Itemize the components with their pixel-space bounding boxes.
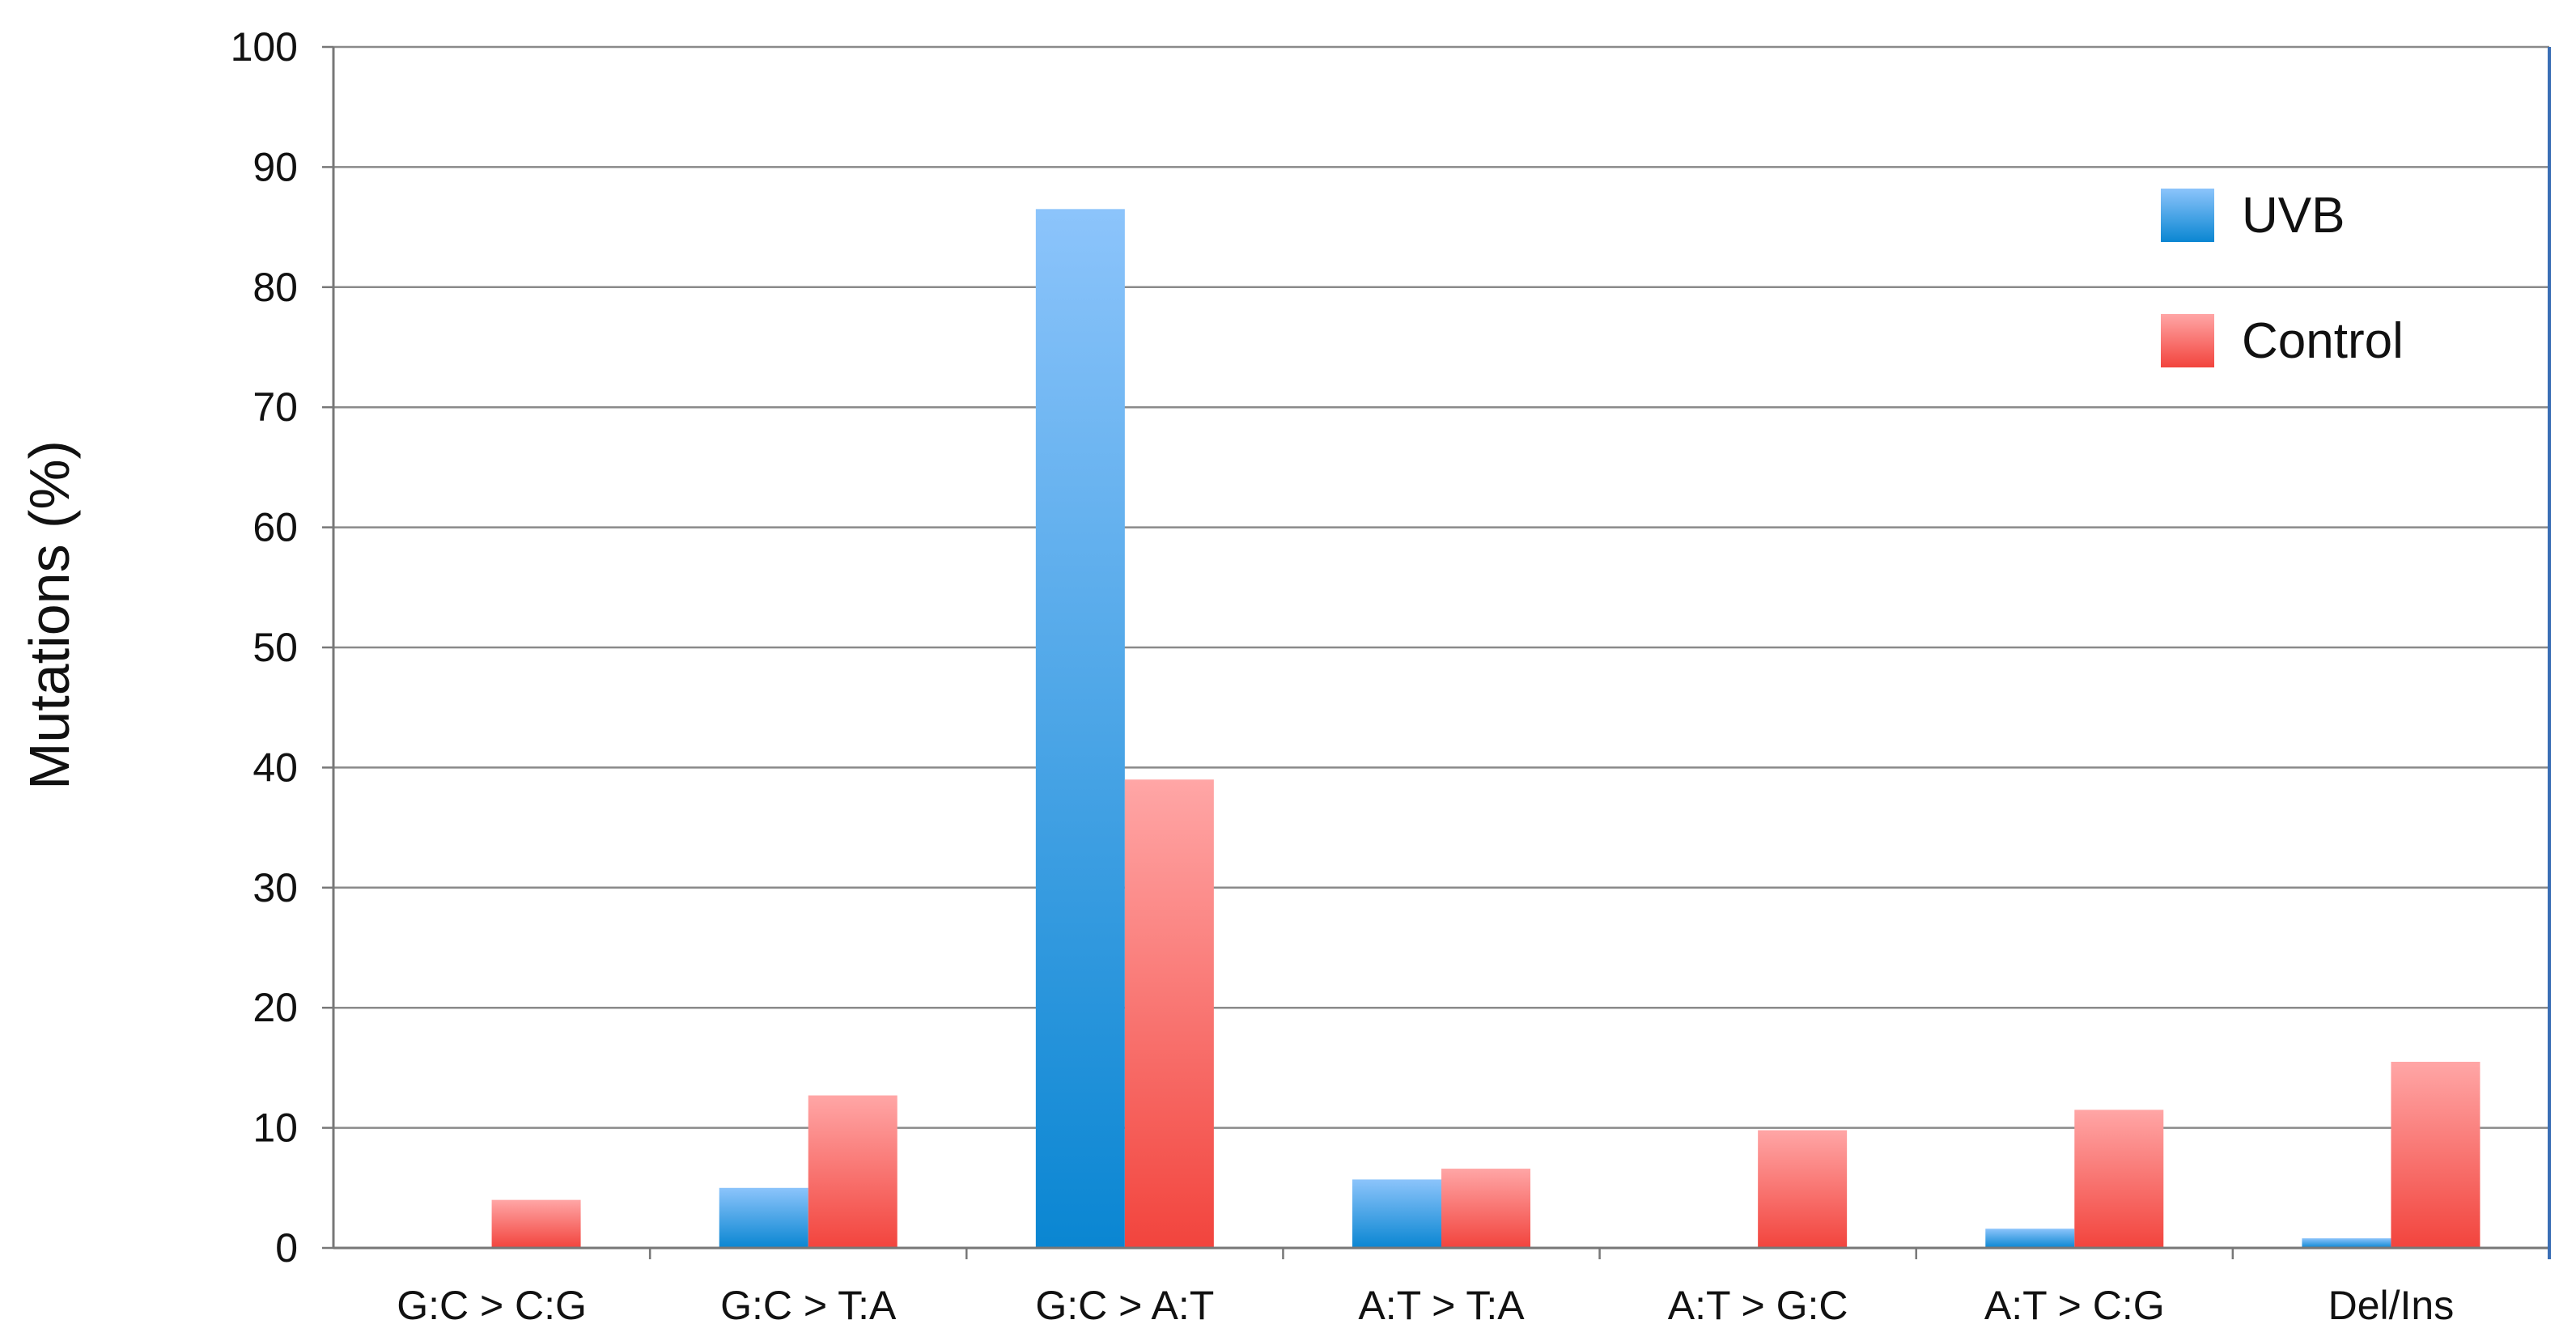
bar-control-3 — [1124, 779, 1214, 1248]
bar-uvb-3 — [1035, 209, 1125, 1249]
y-tick-label: 40 — [253, 745, 298, 790]
y-tick-label: 60 — [253, 505, 298, 550]
legend-swatch-uvb — [2161, 189, 2214, 242]
bars — [491, 209, 2481, 1249]
y-axis-ticks: 0 10 20 30 40 50 60 70 80 90 100 — [231, 24, 333, 1271]
y-tick-label: 50 — [253, 625, 298, 670]
bar-control-4 — [1441, 1169, 1530, 1248]
bar-uvb-7 — [2302, 1238, 2391, 1248]
gridlines — [333, 45, 2549, 1129]
bar-uvb-4 — [1352, 1179, 1441, 1248]
y-tick-label: 100 — [231, 24, 298, 70]
bar-uvb-6 — [1985, 1229, 2075, 1248]
bar-control-2 — [808, 1095, 898, 1248]
y-tick-label: 70 — [253, 384, 298, 430]
x-category-label: A:T > C:G — [1984, 1283, 2165, 1328]
legend-label-control: Control — [2242, 313, 2404, 369]
axes — [332, 47, 2551, 1259]
bar-uvb-2 — [719, 1187, 808, 1248]
bar-control-6 — [2074, 1110, 2164, 1248]
legend-label-uvb: UVB — [2242, 188, 2345, 244]
legend: UVB Control — [2161, 188, 2404, 369]
y-tick-label: 20 — [253, 985, 298, 1030]
y-tick-label: 90 — [253, 144, 298, 189]
bar-control-1 — [491, 1199, 581, 1248]
x-category-label: Del/Ins — [2328, 1283, 2455, 1328]
y-tick-label: 0 — [275, 1225, 298, 1271]
y-tick-label: 30 — [253, 865, 298, 910]
legend-swatch-control — [2161, 314, 2214, 367]
x-category-label: A:T > T:A — [1358, 1283, 1525, 1328]
bar-control-7 — [2391, 1061, 2481, 1248]
bar-control-5 — [1758, 1130, 1848, 1248]
x-category-label: A:T > G:C — [1668, 1283, 1848, 1328]
y-tick-label: 10 — [253, 1105, 298, 1151]
y-tick-label: 80 — [253, 265, 298, 310]
x-category-label: G:C > C:G — [397, 1283, 587, 1328]
y-axis-title: Mutations (%) — [18, 440, 81, 790]
x-category-label: G:C > T:A — [720, 1283, 897, 1328]
x-axis-categories: G:C > C:G G:C > T:A G:C > A:T A:T > T:A A:T … — [397, 1248, 2454, 1328]
x-category-label: G:C > A:T — [1035, 1283, 1214, 1328]
